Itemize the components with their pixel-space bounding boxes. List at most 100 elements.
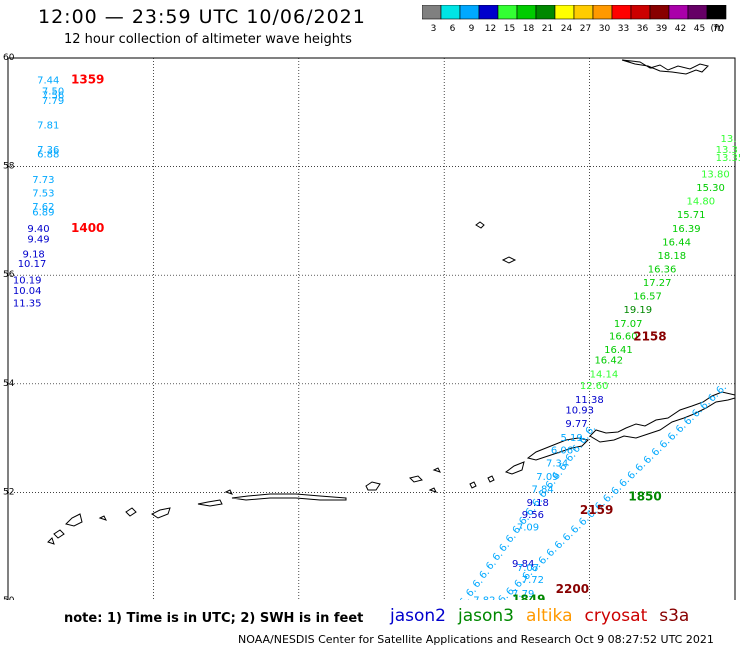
wave-height-value: 16.44 bbox=[662, 237, 691, 248]
page-subtitle: 12 hour collection of altimeter wave hei… bbox=[64, 32, 352, 47]
wave-height-value: 7.34 bbox=[546, 458, 568, 469]
coastline bbox=[47, 59, 736, 545]
wave-height-value: 14.14 bbox=[590, 369, 619, 380]
wave-height-value: 12.60 bbox=[580, 381, 609, 392]
andreanof-islands bbox=[231, 493, 347, 501]
colorbar-label: 3 bbox=[431, 24, 437, 34]
wave-height-value: 19.19 bbox=[624, 305, 653, 316]
small-islet-3 bbox=[224, 489, 233, 495]
colorbar-label: 15 bbox=[504, 24, 515, 34]
wave-height-value: 6.06 bbox=[551, 445, 573, 456]
time-stamp: 1400 bbox=[71, 221, 104, 235]
st-george-island bbox=[501, 256, 517, 264]
small-islet-4 bbox=[98, 515, 107, 521]
lat-lon-grid bbox=[8, 58, 735, 600]
track-value: 6. bbox=[458, 594, 473, 600]
wave-height-value: 9.18 bbox=[527, 498, 549, 509]
wave-height-value: 10.19 bbox=[13, 275, 42, 286]
colorbar-unit: (ft) bbox=[710, 24, 724, 34]
wave-height-value: 16.36 bbox=[648, 264, 677, 275]
wave-height-value: 16.57 bbox=[633, 292, 662, 303]
wave-height-value: 13.3 bbox=[716, 145, 738, 156]
colorbar-label: 70 bbox=[713, 24, 725, 34]
wave-height-value: 10.93 bbox=[565, 406, 594, 417]
wave-height-value: 10.04 bbox=[13, 286, 42, 297]
latitude-label: 52 bbox=[3, 487, 14, 497]
wave-height-value: 16.39 bbox=[672, 224, 701, 235]
latitude-label: 54 bbox=[3, 379, 15, 389]
wave-height-value: 7.79 bbox=[512, 589, 534, 600]
wave-height-value: 7.09 bbox=[517, 522, 539, 533]
time-stamp: 2159 bbox=[580, 503, 613, 517]
wave-height-value: 6.88 bbox=[37, 149, 59, 160]
atka-island bbox=[365, 481, 381, 491]
rat-islands bbox=[125, 507, 171, 519]
wave-height-value: 9.77 bbox=[565, 419, 587, 430]
wave-height-value: 7.36 bbox=[37, 145, 59, 156]
wave-height-value: 7.50 bbox=[42, 86, 64, 97]
alaska-coast-north bbox=[621, 59, 709, 75]
wave-height-map: -180-177-174-171-168-16605856545250 6.6.… bbox=[3, 53, 740, 600]
wave-height-value: 15.30 bbox=[696, 183, 725, 194]
time-stamp: 2158 bbox=[633, 329, 666, 343]
colorbar-label: 33 bbox=[618, 24, 629, 34]
wave-height-value: 13. bbox=[720, 134, 736, 145]
colorbar-swatch bbox=[706, 5, 727, 20]
unalaska-island bbox=[526, 437, 590, 461]
st-paul-island bbox=[475, 221, 485, 229]
colorbar-label: 36 bbox=[637, 24, 649, 34]
page-title: 12:00 — 23:59 UTC 10/06/2021 bbox=[38, 6, 366, 28]
wave-height-values: 7.447.507.567.797.817.366.887.737.537.62… bbox=[13, 76, 740, 600]
wave-height-value: 9.18 bbox=[23, 249, 45, 260]
time-stamp: 1359 bbox=[71, 73, 104, 87]
four-mountains-islands bbox=[469, 475, 495, 489]
near-islands bbox=[47, 513, 83, 545]
track-value: 6. bbox=[496, 591, 511, 600]
wave-height-value: 16.60 bbox=[609, 331, 638, 342]
wave-height-value: 7.84 bbox=[531, 484, 553, 495]
wave-height-value: 11.35 bbox=[13, 299, 42, 310]
wave-height-value: 7.53 bbox=[32, 188, 54, 199]
wave-height-value: 5.19 bbox=[561, 433, 583, 444]
wave-height-value: 9.56 bbox=[522, 510, 544, 521]
map-frame bbox=[7, 57, 736, 600]
wave-height-value: 16.41 bbox=[604, 345, 633, 356]
latitude-label: 50 bbox=[3, 596, 15, 600]
wave-height-value: 16.42 bbox=[594, 356, 623, 367]
wave-height-value: 14.80 bbox=[687, 197, 716, 208]
alaska-peninsula bbox=[589, 391, 736, 443]
wave-height-value: 13.35 bbox=[716, 153, 740, 164]
time-stamps: 1359 1400 2158 2159 1850 2200 1849 bbox=[71, 73, 667, 600]
footnote: note: 1) Time is in UTC; 2) SWH is in fe… bbox=[64, 611, 364, 626]
wave-height-value: 7.73 bbox=[32, 175, 54, 186]
colorbar-label: 42 bbox=[675, 24, 686, 34]
satellite-jason2: jason2 bbox=[390, 606, 446, 626]
wave-height-value: 13.80 bbox=[701, 169, 730, 180]
latitude-label: 56 bbox=[3, 270, 15, 280]
wave-height-value: 10.17 bbox=[18, 259, 47, 270]
wave-height-value: 7.07 bbox=[517, 563, 539, 574]
colorbar-label: 18 bbox=[523, 24, 535, 34]
wave-height-value: 6.89 bbox=[32, 207, 54, 218]
colorbar-label: 45 bbox=[694, 24, 705, 34]
small-islet-2 bbox=[432, 467, 441, 473]
wave-height-value: 15.71 bbox=[677, 210, 706, 221]
color-legend: 3 6 9 12 15 18 21 24 27 30 33 36 39 42 45 70(ft) bbox=[422, 5, 727, 34]
colorbar-label: 30 bbox=[599, 24, 611, 34]
wave-height-value: 7.44 bbox=[37, 76, 59, 87]
satellite-s3a: s3a bbox=[659, 606, 690, 626]
colorbar-label: 12 bbox=[485, 24, 496, 34]
colorbar-label: 21 bbox=[542, 24, 553, 34]
amlia-island bbox=[409, 475, 423, 483]
axis-labels: -180-177-174-171-168-16605856545250 bbox=[3, 53, 15, 600]
wave-height-value: 18.18 bbox=[657, 251, 686, 262]
wave-height-value: 9.84 bbox=[512, 559, 534, 570]
satellite-legend: jason2 jason3 altika cryosat s3a bbox=[390, 606, 701, 626]
wave-height-value: 7.81 bbox=[37, 121, 59, 132]
wave-height-value: 17.07 bbox=[614, 319, 643, 330]
wave-height-value: 7.56 bbox=[42, 91, 64, 102]
time-stamp: 1849 bbox=[512, 593, 545, 600]
wave-height-value: 7.09 bbox=[536, 472, 558, 483]
colorbar-label: 39 bbox=[656, 24, 668, 34]
colorbar-label: 9 bbox=[469, 24, 475, 34]
